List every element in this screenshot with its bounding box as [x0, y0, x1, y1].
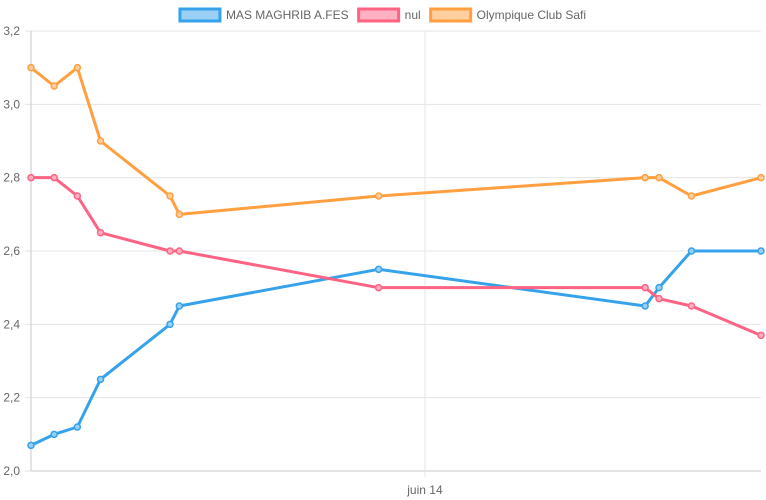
- axes: 2,0 2,2 2,4 2,6 2,8 3,0 3,2 juin 14: [3, 24, 443, 497]
- legend-swatch: [429, 7, 473, 23]
- data-point-nul: [166, 247, 174, 255]
- data-point-olympique-club-safi: [641, 173, 649, 182]
- data-point-nul: [374, 283, 383, 292]
- data-point-mas-maghrib-a-fes: [687, 247, 696, 255]
- data-point-nul: [641, 283, 649, 292]
- y-tick-label: 2,2: [3, 391, 20, 405]
- x-tick-label: juin 14: [406, 483, 443, 497]
- series-line-nul: [29, 176, 763, 337]
- grid: [25, 30, 761, 477]
- data-point-olympique-club-safi: [655, 173, 663, 182]
- data-point-nul: [175, 247, 184, 255]
- y-tick-label: 3,2: [3, 24, 20, 38]
- data-point-olympique-club-safi: [687, 192, 696, 200]
- data-point-nul: [757, 331, 765, 340]
- data-point-olympique-club-safi: [96, 137, 105, 145]
- y-tick-label: 2,6: [3, 244, 20, 258]
- series-line-mas-maghrib-a-fes: [29, 249, 763, 447]
- data-point-olympique-club-safi: [50, 82, 58, 90]
- data-point-nul: [96, 228, 105, 237]
- y-tick-label: 2,8: [3, 171, 20, 185]
- data-point-nul: [27, 173, 35, 182]
- series-line-olympique-club-safi: [29, 66, 763, 216]
- data-point-mas-maghrib-a-fes: [641, 302, 649, 310]
- data-point-olympique-club-safi: [175, 210, 184, 219]
- series-layer: [27, 63, 765, 450]
- data-point-mas-maghrib-a-fes: [73, 423, 82, 431]
- data-point-mas-maghrib-a-fes: [50, 430, 58, 439]
- y-tick-label: 2,0: [3, 464, 20, 478]
- data-point-olympique-club-safi: [757, 173, 765, 182]
- data-point-nul: [73, 192, 82, 200]
- data-point-mas-maghrib-a-fes: [96, 375, 105, 384]
- data-point-mas-maghrib-a-fes: [27, 441, 35, 450]
- y-tick-label: 2,4: [3, 317, 20, 331]
- data-point-nul: [50, 173, 58, 182]
- legend: MAS MAGHRIB A.FES nul Olympique Club Safi: [178, 7, 586, 23]
- data-point-mas-maghrib-a-fes: [655, 283, 663, 292]
- y-tick-label: 3,0: [3, 97, 20, 111]
- legend-label: MAS MAGHRIB A.FES: [226, 8, 349, 22]
- data-point-nul: [655, 294, 663, 303]
- data-point-mas-maghrib-a-fes: [757, 247, 765, 255]
- data-point-mas-maghrib-a-fes: [166, 320, 174, 329]
- data-point-nul: [687, 302, 696, 310]
- legend-swatch: [178, 7, 222, 23]
- legend-label: nul: [405, 8, 421, 22]
- data-point-olympique-club-safi: [27, 63, 35, 72]
- data-point-olympique-club-safi: [374, 192, 383, 200]
- data-point-olympique-club-safi: [166, 192, 174, 200]
- data-point-mas-maghrib-a-fes: [175, 302, 184, 310]
- legend-label: Olympique Club Safi: [477, 8, 586, 22]
- data-point-mas-maghrib-a-fes: [374, 265, 383, 274]
- data-point-olympique-club-safi: [73, 63, 82, 72]
- legend-swatch: [357, 7, 401, 23]
